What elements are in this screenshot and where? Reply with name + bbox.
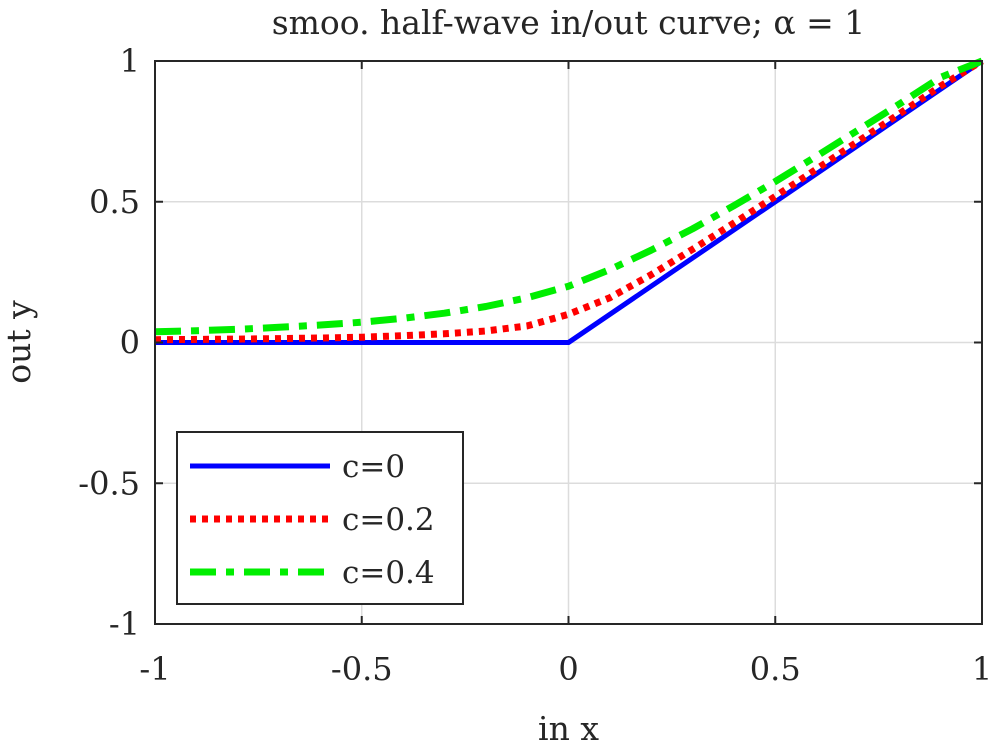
series-line-c-0-4 [154, 57, 984, 336]
y-tick-label: 0.5 [89, 183, 140, 221]
legend-label: c=0 [342, 449, 405, 485]
x-axis-label: in x [538, 709, 599, 746]
x-tick-label: 0 [558, 650, 578, 688]
x-tick-label: 0.5 [750, 650, 801, 688]
y-tick-label: -1 [109, 605, 140, 643]
chart-title: smoo. half-wave in/out curve; α = 1 [272, 3, 866, 42]
series-line-c-0-2 [154, 58, 984, 344]
y-axis-label: out y [0, 300, 38, 384]
legend: c=0 c=0.2 c=0.4 [176, 431, 464, 605]
ticks: -1 -0.5 0 0.5 1 -1 -0.5 0 0.5 1 [78, 42, 992, 688]
y-tick-label: 0 [120, 324, 140, 362]
legend-label: c=0.4 [342, 555, 435, 591]
series-layer [154, 57, 984, 345]
x-tick-label: -1 [139, 650, 170, 688]
x-tick-label: 1 [972, 650, 992, 688]
x-tick-label: -0.5 [331, 650, 393, 688]
y-tick-label: -0.5 [78, 464, 140, 502]
legend-label: c=0.2 [342, 502, 435, 538]
y-tick-label: 1 [120, 42, 140, 80]
